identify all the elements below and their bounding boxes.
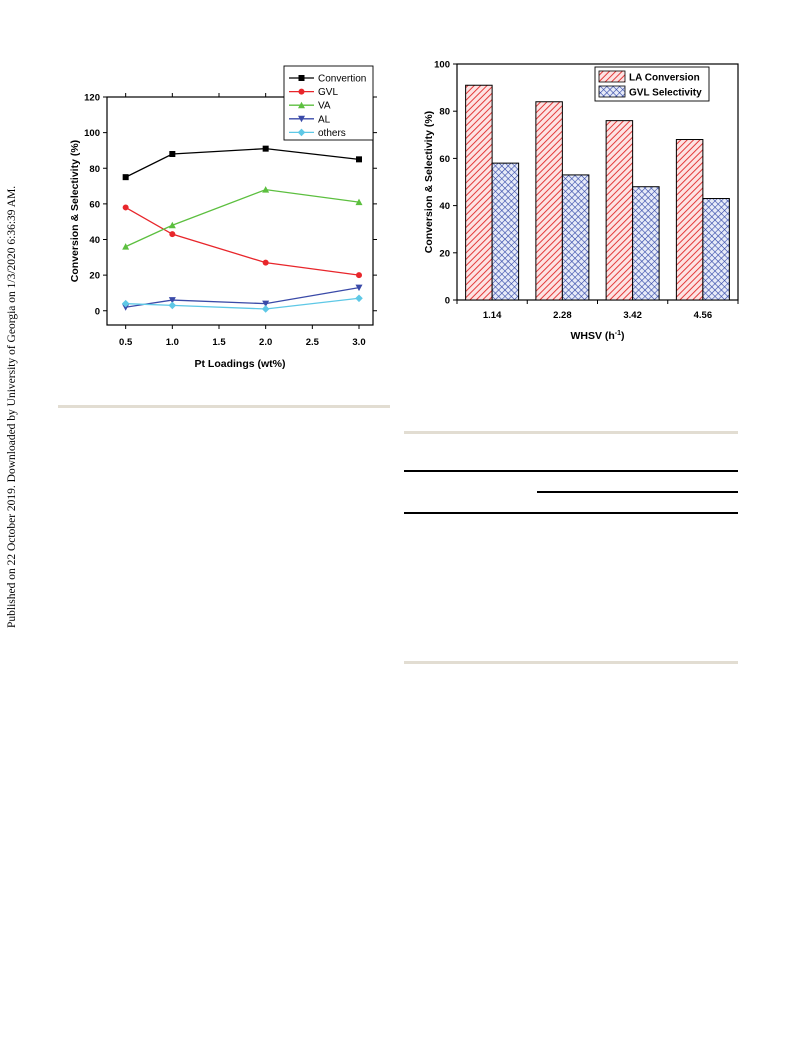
legend-label-gvl-selectivity: GVL Selectivity <box>629 88 702 99</box>
y-tick-label: 40 <box>439 201 450 212</box>
x-tick-label: 2.28 <box>553 310 572 321</box>
x-tick-label: 0.5 <box>119 337 133 348</box>
x-tick-label: 1.14 <box>483 310 502 321</box>
data-point-convertion <box>356 156 362 163</box>
data-point-convertion <box>262 145 269 152</box>
table-rule-mid <box>404 512 738 514</box>
legend-swatch-gvl-selectivity <box>598 85 626 98</box>
y-axis-label: Conversion & Selectivity (%) <box>423 111 435 253</box>
y-tick-label: 60 <box>439 154 450 165</box>
legend: Convertion GVL VA AL others <box>283 65 374 141</box>
x-axis-label-superscript: -1 <box>615 330 621 337</box>
bar-la-conversion <box>465 84 493 301</box>
y-tick-label: 100 <box>434 60 450 71</box>
legend-label-others: others <box>318 128 346 139</box>
data-point-va <box>168 221 176 229</box>
x-axis-label-end: ) <box>621 330 625 342</box>
y-tick-label: 40 <box>89 235 100 246</box>
legend-marker-al <box>298 115 305 123</box>
y-tick-label: 0 <box>95 306 100 317</box>
data-point-convertion <box>122 174 129 181</box>
legend-marker-va <box>298 101 305 109</box>
y-tick-label: 100 <box>84 128 100 139</box>
data-point-gvl <box>262 259 269 266</box>
y-tick-label: 80 <box>89 164 100 175</box>
legend-label-va: VA <box>318 101 331 112</box>
y-tick-label: 20 <box>89 271 100 282</box>
data-point-gvl <box>122 204 129 211</box>
data-point-convertion <box>169 151 176 157</box>
y-tick-label: 0 <box>445 296 450 307</box>
bar-gvl-selectivity <box>702 198 730 301</box>
legend-label-al: AL <box>318 114 331 125</box>
series-line-convertion <box>125 148 360 178</box>
bar-gvl-selectivity <box>491 162 520 301</box>
x-tick-label: 1.5 <box>212 337 226 348</box>
plot-frame <box>106 96 374 326</box>
series-line-gvl <box>125 206 360 276</box>
bar-gvl-selectivity <box>561 174 590 301</box>
data-point-va <box>262 186 270 193</box>
series-line-others <box>125 297 360 310</box>
x-axis-label: Pt Loadings (wt%) <box>195 358 286 370</box>
data-point-al <box>122 304 130 311</box>
data-point-al <box>168 297 176 304</box>
table-rule-sub <box>537 491 738 493</box>
series-others <box>121 294 363 313</box>
y-tick-label: 60 <box>89 199 100 210</box>
data-point-va <box>122 243 130 250</box>
y-tick-label: 120 <box>84 93 100 104</box>
data-point-al <box>262 300 270 308</box>
y-tick-label: 20 <box>439 248 450 259</box>
data-point-va <box>355 198 363 206</box>
legend-swatch-la-conversion <box>598 70 626 83</box>
data-point-gvl <box>169 231 176 238</box>
series-al <box>122 284 363 311</box>
legend-label-gvl: GVL <box>318 87 338 98</box>
legend-label-la-conversion: LA Conversion <box>629 73 700 84</box>
bar-gvl-selectivity <box>632 186 660 301</box>
x-axis-label: WHSV (h-1) <box>570 330 624 342</box>
legend-label-convertion: Convertion <box>318 74 366 85</box>
divider-left <box>58 405 390 408</box>
series-line-va <box>125 188 360 248</box>
x-tick-label: 1.0 <box>166 337 179 348</box>
legend-marker-convertion <box>298 75 305 81</box>
series-gvl <box>122 204 362 279</box>
x-tick-label: 4.56 <box>694 310 713 321</box>
bar-la-conversion <box>675 139 704 301</box>
y-tick-label: 80 <box>439 107 450 118</box>
data-point-others <box>355 294 363 303</box>
divider-right-top <box>404 431 738 434</box>
y-axis-label: Conversion & Selectivity (%) <box>69 140 81 282</box>
x-tick-label: 2.0 <box>259 337 272 348</box>
legend-marker-others <box>297 128 306 137</box>
series-line-al <box>125 286 360 308</box>
bar-chart-whsv: 0 20 40 60 80 100 1.14 2.28 3.42 4.56 WHSV (h-1) Co… <box>423 60 739 342</box>
data-point-others <box>121 299 130 308</box>
data-point-al <box>355 284 363 292</box>
legend: LA Conversion GVL Selectivity <box>594 66 710 102</box>
bar-la-conversion <box>605 120 634 301</box>
table-rule-top <box>404 470 738 472</box>
legend-marker-gvl <box>298 88 305 95</box>
data-point-gvl <box>356 272 362 279</box>
series-va <box>122 186 363 250</box>
x-tick-label: 3.42 <box>623 310 642 321</box>
x-tick-label: 3.0 <box>352 337 365 348</box>
bar-la-conversion <box>535 101 563 301</box>
x-tick-label: 2.5 <box>306 337 320 348</box>
line-chart-pt-loadings: 0 20 40 60 80 100 120 0.5 1.0 1.5 2.0 2.5 3.0 Pt Load… <box>69 65 377 370</box>
data-point-others <box>261 305 270 313</box>
data-point-others <box>168 301 177 310</box>
series-convertion <box>122 145 362 181</box>
divider-right-bottom <box>404 661 738 664</box>
